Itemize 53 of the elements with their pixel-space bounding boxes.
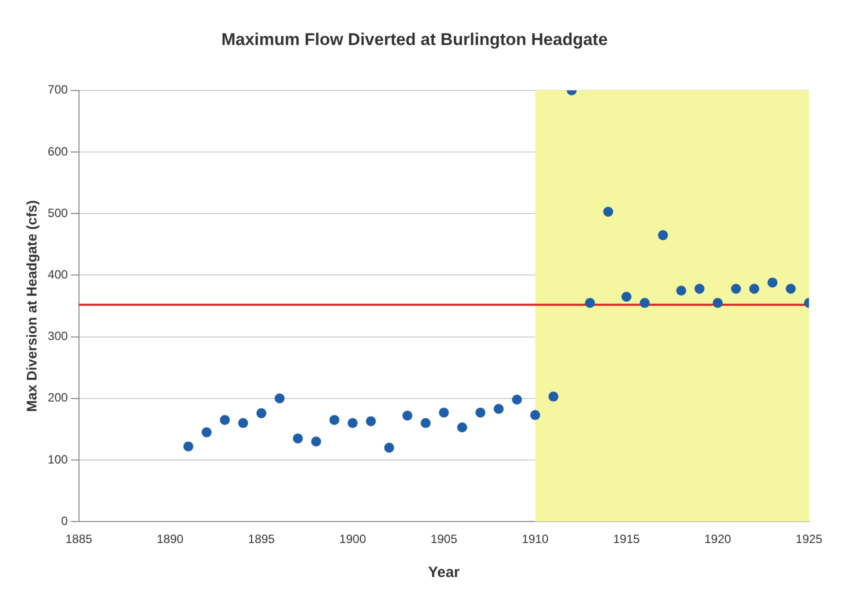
- point: [238, 418, 248, 428]
- point: [658, 230, 668, 240]
- x-tick-label: 1925: [796, 532, 823, 546]
- point: [603, 206, 614, 217]
- chart-title: Maximum Flow Diverted at Burlington Headgate: [221, 30, 608, 49]
- y-tick-label: 400: [48, 268, 68, 282]
- point: [712, 298, 723, 308]
- y-axis-title: Max Diversion at Headgate (cfs): [23, 200, 40, 412]
- point: [348, 418, 358, 428]
- point: [220, 414, 230, 425]
- x-tick-label: 1920: [704, 532, 732, 546]
- x-tick-label: 1905: [430, 532, 458, 546]
- point: [786, 284, 796, 294]
- point: [584, 298, 595, 308]
- point: [202, 427, 212, 438]
- y-tick-label: 0: [61, 514, 68, 528]
- point: [420, 418, 431, 428]
- point: [548, 392, 558, 402]
- point: [256, 408, 266, 418]
- x-tick-label: 1900: [339, 532, 366, 546]
- point: [311, 436, 322, 447]
- point: [475, 408, 486, 418]
- y-tick-label: 200: [48, 390, 68, 405]
- point: [329, 414, 340, 425]
- point: [512, 394, 522, 405]
- y-tick-label: 500: [48, 206, 68, 220]
- x-tick-label: 1895: [248, 532, 276, 546]
- point: [438, 408, 449, 418]
- x-tick-label: 1885: [65, 532, 92, 546]
- point: [183, 441, 194, 452]
- point: [676, 286, 686, 296]
- y-tick-label: 100: [48, 452, 68, 466]
- y-tick-label: 300: [48, 329, 68, 344]
- point: [366, 416, 376, 426]
- point: [530, 410, 540, 420]
- x-tick-label: 1890: [156, 532, 184, 546]
- point: [402, 410, 412, 421]
- point: [621, 292, 632, 302]
- point: [730, 284, 741, 294]
- point: [640, 298, 650, 308]
- point: [384, 442, 394, 453]
- y-tick-label: 600: [48, 144, 68, 158]
- point: [694, 284, 704, 294]
- point: [494, 404, 504, 414]
- point: [457, 422, 468, 432]
- point: [292, 433, 303, 444]
- point: [274, 393, 285, 404]
- point: [749, 284, 760, 294]
- point: [767, 278, 778, 288]
- x-tick-label: 1915: [613, 532, 640, 546]
- y-tick-label: 700: [48, 82, 68, 97]
- x-axis-title: Year: [428, 564, 460, 582]
- x-tick-label: 1910: [522, 532, 549, 546]
